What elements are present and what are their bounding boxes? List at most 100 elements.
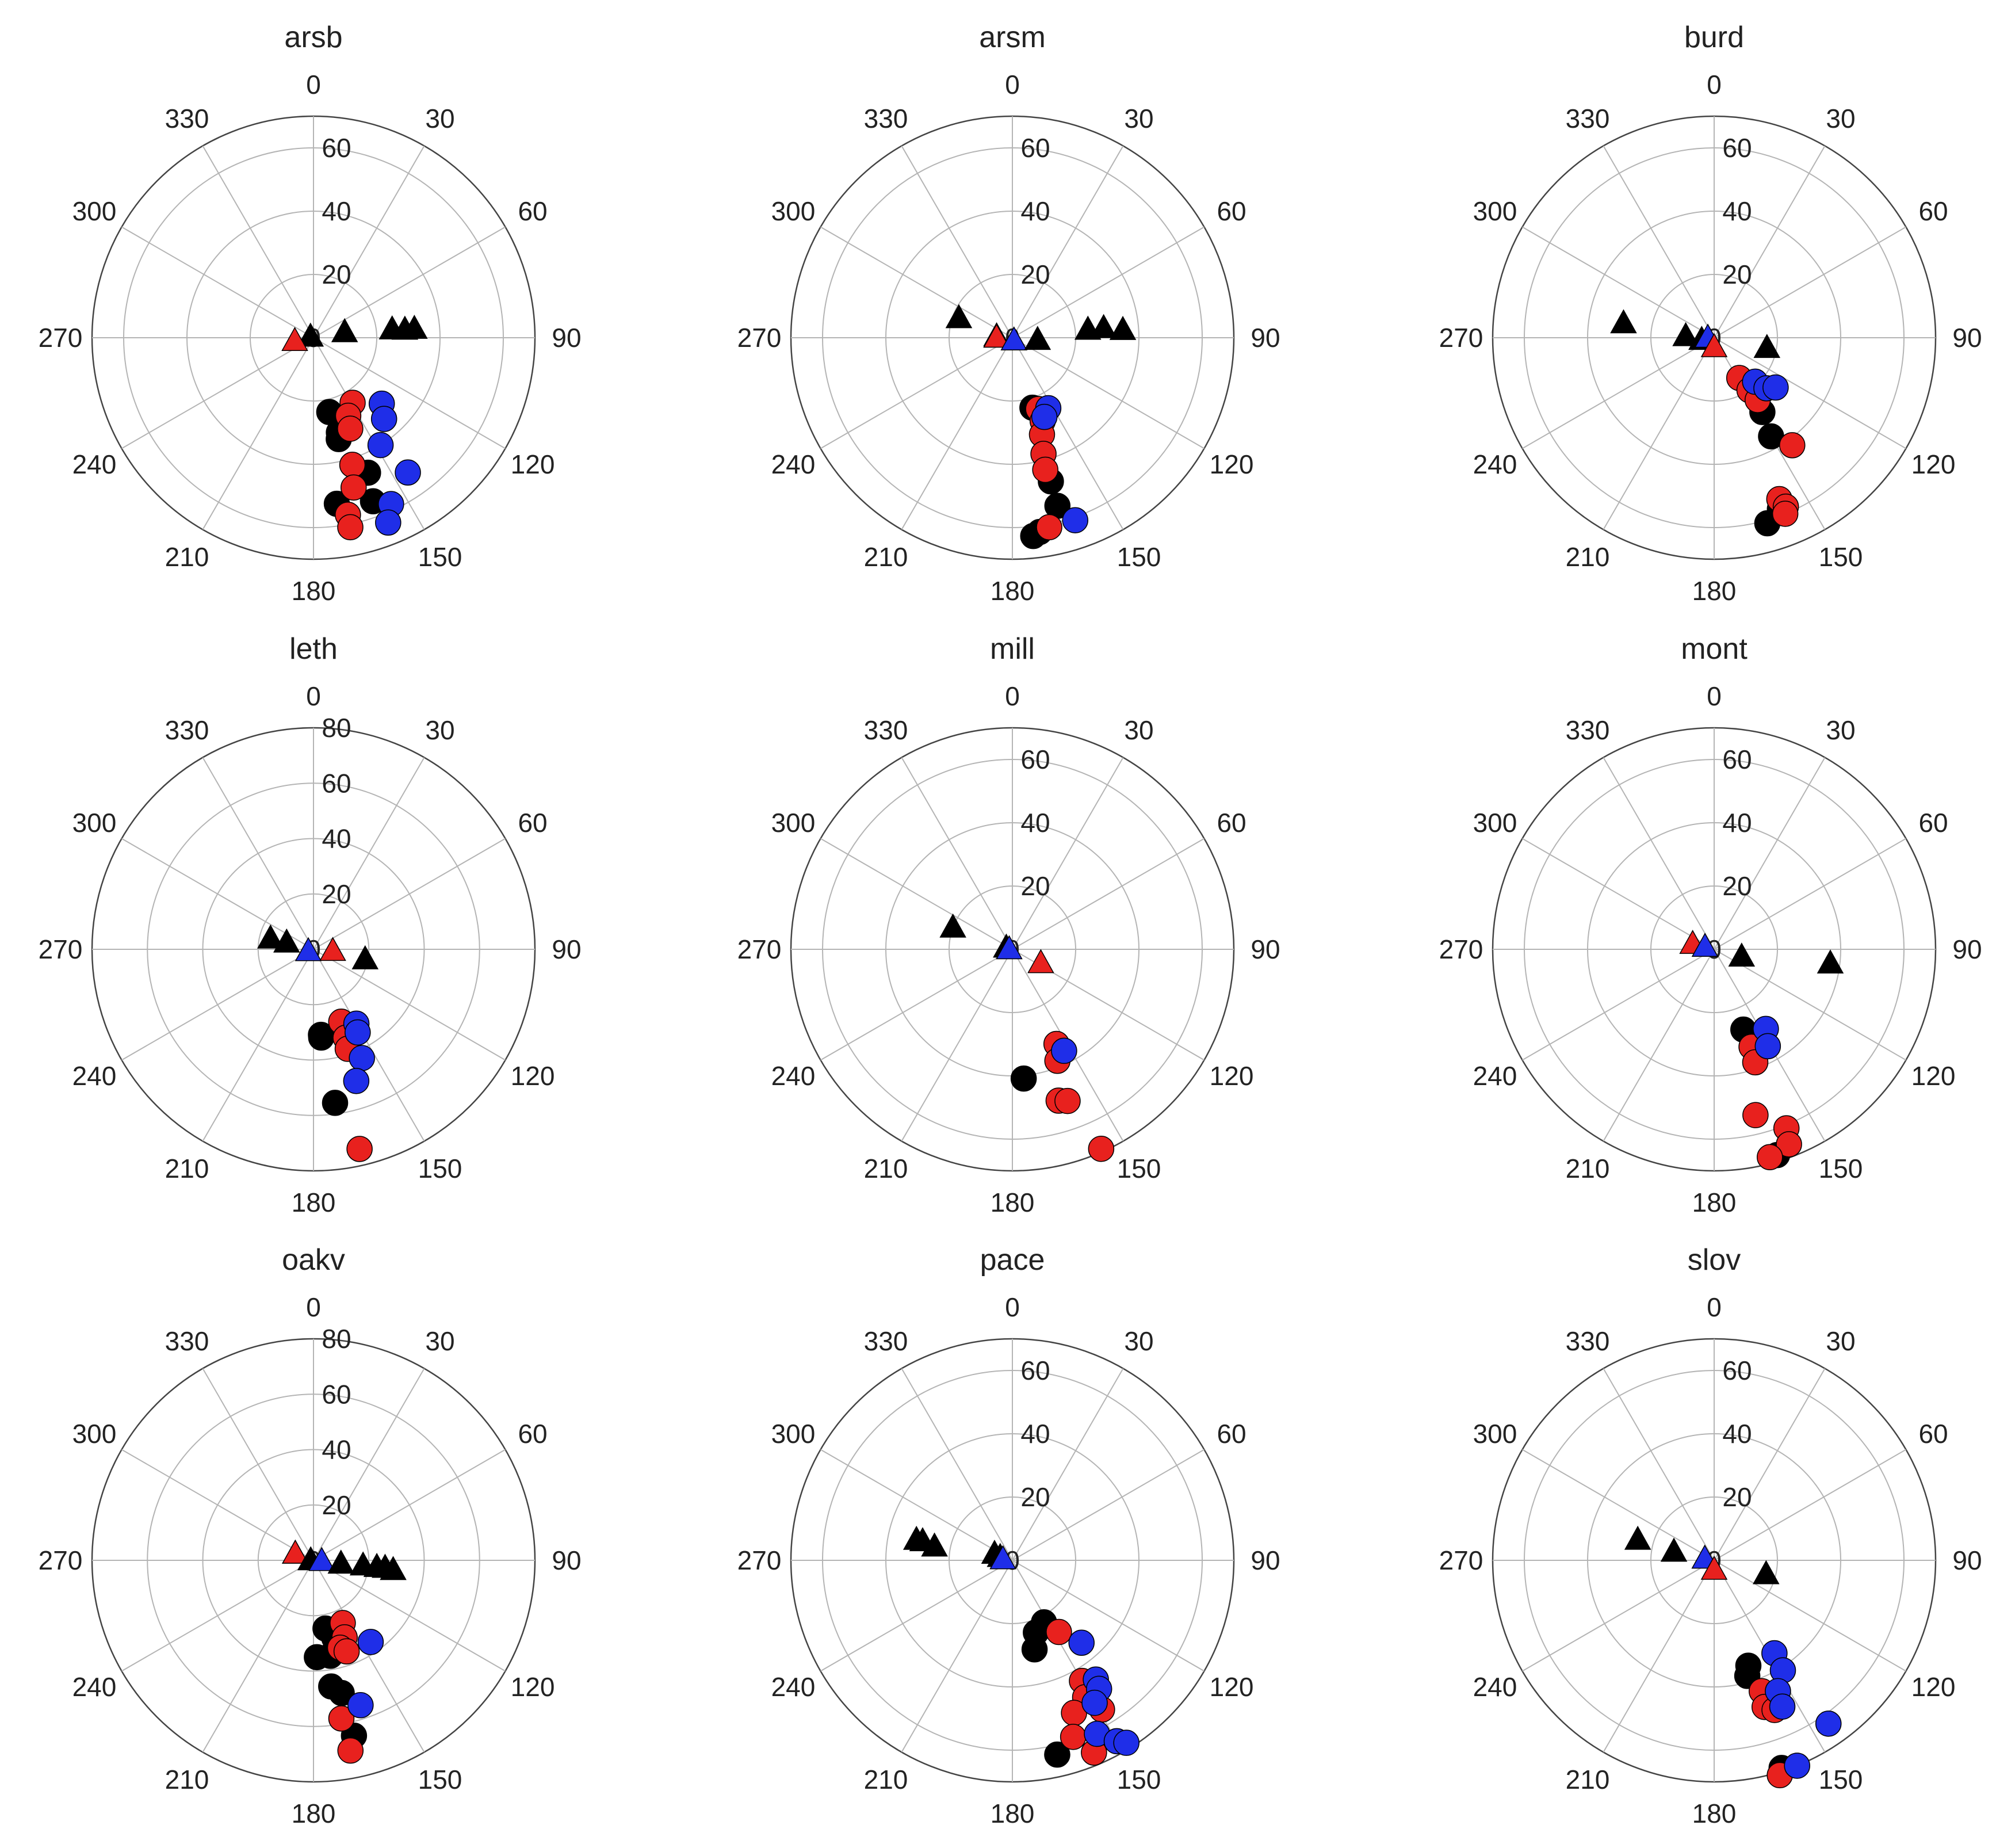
angle-spoke	[313, 757, 425, 950]
angle-label: 0	[306, 1292, 321, 1322]
angle-label: 0	[1005, 681, 1020, 711]
data-point-blue-circle	[1769, 1693, 1796, 1720]
angle-label: 90	[1251, 323, 1280, 353]
data-point-black-triangle	[1660, 1537, 1688, 1562]
data-point-blue-circle	[375, 509, 402, 536]
angle-spoke	[1714, 949, 1906, 1061]
angle-label: 270	[1439, 323, 1483, 353]
angle-spoke	[121, 1449, 314, 1561]
angle-label: 240	[72, 1061, 117, 1091]
angle-spoke	[121, 949, 314, 1061]
data-point-red-circle	[1779, 432, 1806, 459]
angle-label: 210	[864, 1765, 908, 1794]
angle-label: 330	[165, 104, 209, 133]
data-point-red-circle	[1776, 1131, 1802, 1158]
radius-tick-label: 60	[1722, 1356, 1752, 1385]
angle-label: 0	[1005, 70, 1020, 100]
data-point-blue-circle	[1815, 1710, 1842, 1737]
data-point-blue-circle	[1051, 1037, 1077, 1064]
angle-label: 330	[1566, 104, 1610, 133]
data-point-blue-circle	[367, 432, 394, 459]
angle-spoke	[313, 337, 506, 449]
data-point-blue-triangle	[989, 1545, 1016, 1570]
data-point-red-circle	[341, 474, 367, 501]
angle-label: 90	[552, 934, 581, 964]
polar-panel-leth: leth030609012015018021024027030033002040…	[39, 632, 582, 1217]
angle-label: 90	[1251, 1545, 1280, 1575]
angle-spoke	[1012, 1368, 1124, 1561]
angle-label: 180	[1692, 1188, 1737, 1217]
angle-label: 210	[864, 1154, 908, 1183]
angle-spoke	[820, 1449, 1013, 1561]
data-point-blue-triangle	[1691, 933, 1719, 957]
angle-label: 270	[1439, 1545, 1483, 1575]
data-point-blue-circle	[1081, 1689, 1108, 1716]
radius-tick-label: 40	[322, 1435, 351, 1465]
data-point-blue-circle	[395, 459, 421, 486]
angle-label: 270	[737, 1545, 782, 1575]
angle-label: 300	[771, 1419, 816, 1449]
angle-spoke	[820, 1560, 1013, 1672]
data-point-blue-triangle	[1000, 326, 1028, 351]
data-point-blue-circle	[349, 1045, 375, 1071]
panel-title: mont	[1681, 632, 1748, 666]
angle-spoke	[121, 337, 314, 449]
data-point-black-triangle	[1753, 1560, 1780, 1584]
angle-label: 150	[418, 542, 462, 572]
data-point-blue-circle	[370, 406, 397, 432]
angle-spoke	[202, 1368, 314, 1561]
data-point-black-triangle	[401, 315, 428, 339]
angle-label: 330	[165, 715, 209, 745]
angle-label: 210	[864, 542, 908, 572]
angle-spoke	[1522, 949, 1715, 1061]
radius-tick-label: 20	[1020, 1482, 1050, 1512]
radius-tick-label: 20	[1020, 871, 1050, 901]
polar-panel-mont: mont030609012015018021024027030033002040…	[1439, 632, 1982, 1217]
angle-label: 60	[518, 808, 547, 838]
data-point-black-triangle	[273, 928, 300, 953]
angle-spoke	[313, 1560, 425, 1752]
data-point-blue-circle	[1113, 1729, 1140, 1756]
data-point-black-triangle	[351, 945, 379, 969]
radius-tick-label: 60	[1020, 744, 1050, 774]
angle-label: 30	[1826, 1326, 1855, 1356]
angle-spoke	[1012, 337, 1124, 530]
angle-spoke	[1603, 146, 1715, 338]
angle-spoke	[820, 949, 1013, 1061]
radius-tick-label: 60	[322, 768, 351, 798]
data-point-red-circle	[337, 514, 364, 541]
data-point-blue-circle	[1754, 1033, 1781, 1060]
radius-tick-label: 60	[1020, 133, 1050, 163]
angle-label: 240	[1473, 449, 1517, 479]
angle-label: 30	[425, 104, 454, 133]
angle-spoke	[121, 226, 314, 338]
angle-spoke	[313, 1368, 425, 1561]
data-point-black-triangle	[1024, 326, 1051, 350]
angle-spoke	[1012, 1560, 1205, 1672]
angle-spoke	[313, 146, 425, 338]
angle-spoke	[313, 1560, 506, 1672]
radius-tick-label: 80	[322, 1324, 351, 1354]
data-point-black-triangle	[1728, 942, 1756, 967]
angle-label: 180	[991, 576, 1035, 606]
data-point-black-circle	[1021, 1636, 1048, 1663]
angle-label: 30	[1826, 104, 1855, 133]
data-point-black-triangle	[257, 924, 284, 949]
angle-spoke	[1714, 226, 1906, 338]
angle-spoke	[1603, 1560, 1715, 1752]
data-point-black-triangle	[1624, 1525, 1651, 1550]
data-point-red-circle	[346, 1136, 373, 1162]
data-point-blue-triangle	[996, 935, 1023, 960]
data-point-black-triangle	[1817, 949, 1844, 974]
data-point-black-circle	[308, 1024, 335, 1051]
data-point-red-circle	[1088, 1135, 1115, 1162]
angle-spoke	[202, 146, 314, 338]
angle-spoke	[901, 949, 1013, 1141]
polar-panel-oakv: oakv030609012015018021024027030033002040…	[39, 1243, 582, 1828]
panel-title: pace	[980, 1243, 1045, 1277]
data-point-blue-circle	[345, 1019, 371, 1046]
angle-spoke	[820, 838, 1013, 950]
angle-label: 270	[1439, 934, 1483, 964]
angle-label: 240	[771, 1672, 816, 1702]
